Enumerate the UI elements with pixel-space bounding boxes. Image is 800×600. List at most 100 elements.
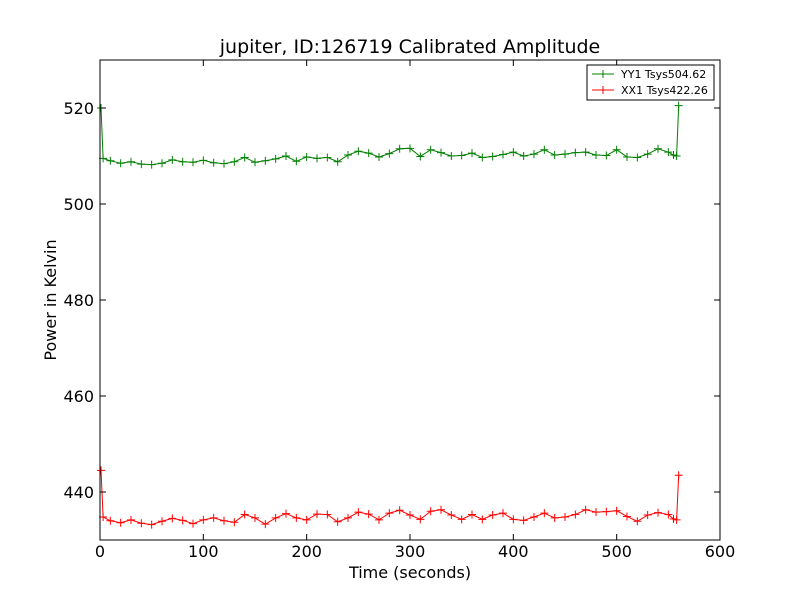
data-point	[416, 152, 425, 161]
legend-box	[586, 64, 715, 101]
legend-label-xx1: XX1 Tsys422.26	[621, 84, 708, 97]
data-point	[282, 152, 290, 160]
data-point	[375, 515, 383, 524]
data-point	[271, 154, 280, 163]
data-point	[571, 510, 580, 519]
data-point	[581, 148, 590, 157]
data-point	[323, 510, 332, 519]
data-point	[664, 148, 673, 157]
data-point	[672, 515, 681, 524]
data-point	[116, 159, 125, 168]
data-point	[633, 153, 642, 162]
data-point	[571, 148, 580, 157]
data-point	[251, 158, 259, 167]
data-point	[333, 517, 342, 526]
legend-marker-yy1	[599, 70, 607, 78]
data-point	[364, 510, 373, 519]
data-point	[158, 159, 166, 168]
data-point	[550, 151, 559, 160]
data-point	[654, 508, 662, 517]
data-point	[106, 516, 115, 525]
data-point	[664, 510, 673, 519]
data-point	[592, 151, 600, 160]
data-point	[313, 154, 321, 163]
data-point	[457, 515, 466, 524]
data-point	[581, 505, 590, 514]
data-point	[375, 152, 383, 161]
data-point	[97, 466, 106, 475]
data-point	[261, 520, 270, 529]
data-point	[261, 156, 270, 165]
data-point	[127, 157, 135, 166]
legend: YY1 Tsys504.62 XX1 Tsys422.26	[586, 64, 715, 101]
data-point	[602, 151, 611, 160]
data-point	[220, 159, 228, 168]
series-layer	[97, 101, 683, 529]
x-tick-label: 600	[705, 542, 736, 561]
data-point	[240, 153, 249, 162]
data-point	[519, 152, 528, 160]
ticks-layer: 0 100 200 300 400 500 600 440 460 480 500 520	[63, 60, 735, 561]
data-point	[158, 517, 166, 526]
data-point	[530, 150, 538, 159]
data-point	[333, 157, 342, 166]
data-point	[643, 511, 652, 520]
x-tick-label: 200	[291, 542, 322, 561]
data-point	[220, 516, 228, 525]
y-tick-label: 500	[63, 195, 94, 214]
data-point	[147, 160, 156, 169]
data-point	[147, 520, 156, 529]
data-point	[406, 144, 414, 153]
data-point	[230, 518, 239, 527]
data-point	[251, 513, 259, 522]
data-point	[395, 144, 404, 153]
legend-marker-xx1	[599, 86, 607, 94]
data-point	[106, 156, 115, 165]
data-point	[292, 513, 301, 522]
series-1	[97, 466, 683, 529]
data-point	[437, 148, 445, 157]
data-point	[488, 152, 497, 161]
data-point	[416, 515, 425, 524]
data-point	[457, 151, 466, 160]
data-point	[488, 511, 497, 520]
x-tick-label: 500	[601, 542, 632, 561]
data-point	[672, 152, 681, 160]
x-tick-label: 0	[95, 542, 105, 561]
data-point	[478, 153, 487, 162]
data-point	[540, 509, 549, 518]
data-point	[447, 152, 456, 160]
data-point	[137, 160, 146, 169]
data-point	[519, 516, 528, 525]
data-point	[623, 512, 631, 521]
data-point	[127, 515, 135, 524]
chart-title: jupiter, ID:126719 Calibrated Amplitude	[219, 36, 600, 58]
y-axis-label: Power in Kelvin	[41, 239, 60, 360]
data-point	[178, 516, 187, 525]
data-point	[561, 150, 569, 159]
data-point	[654, 144, 662, 153]
data-point	[530, 512, 538, 521]
data-point	[199, 515, 208, 524]
data-point	[674, 471, 683, 480]
data-point	[364, 149, 373, 158]
data-point	[323, 153, 332, 162]
data-point	[354, 147, 363, 156]
data-point	[437, 505, 445, 514]
data-point	[313, 510, 321, 519]
data-point	[612, 506, 621, 515]
data-point	[540, 145, 549, 154]
data-point	[168, 514, 177, 523]
data-point	[468, 510, 476, 519]
y-tick-label: 440	[63, 483, 94, 502]
data-point	[240, 510, 249, 519]
x-axis-label: Time (seconds)	[348, 563, 471, 582]
legend-label-yy1: YY1 Tsys504.62	[620, 68, 706, 81]
x-tick-label: 100	[188, 542, 219, 561]
data-point	[406, 511, 414, 520]
data-point	[468, 149, 476, 158]
x-tick-label: 400	[498, 542, 529, 561]
data-point	[209, 513, 218, 522]
data-point	[385, 149, 394, 158]
